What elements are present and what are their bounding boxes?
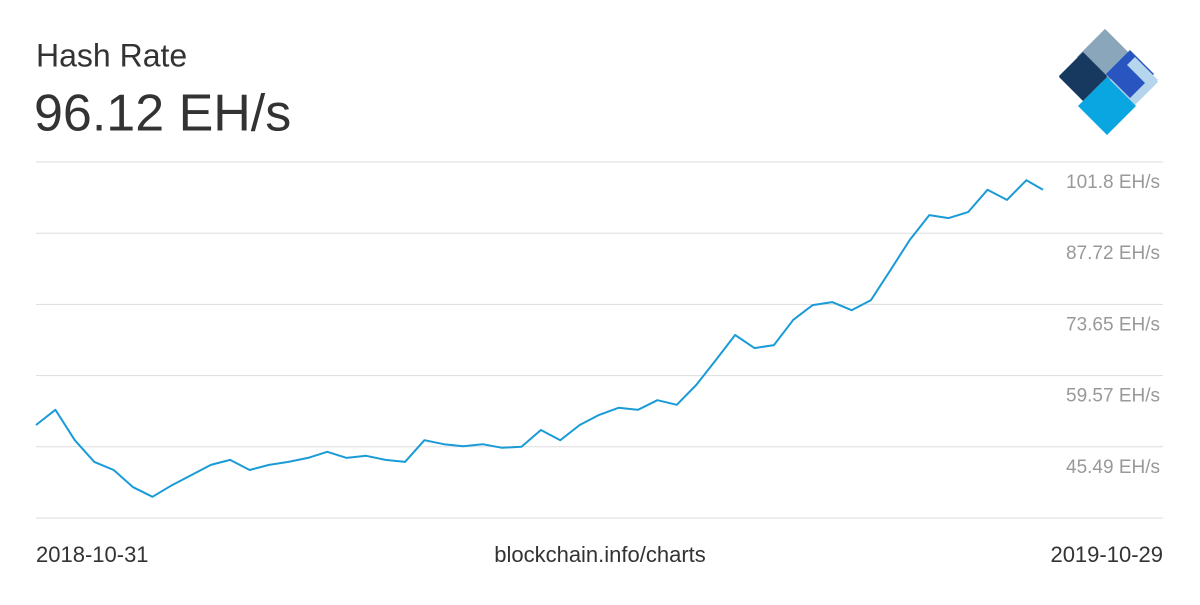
y-tick-label: 101.8 EH/s	[1066, 172, 1160, 193]
chart-title: Hash Rate	[36, 37, 187, 73]
y-tick-label: 59.57 EH/s	[1066, 386, 1160, 407]
y-tick-label: 73.65 EH/s	[1066, 314, 1160, 335]
logo	[1059, 29, 1158, 135]
y-tick-label: 45.49 EH/s	[1066, 457, 1160, 478]
x-end-label: 2019-10-29	[1050, 542, 1163, 567]
y-tick-label: 87.72 EH/s	[1066, 243, 1160, 264]
chart-subtitle: 96.12 EH/s	[34, 85, 291, 143]
source: blockchain.info/charts	[494, 542, 706, 567]
data-line	[35, 179, 1044, 498]
x-start-label: 2018-10-31	[36, 542, 149, 567]
